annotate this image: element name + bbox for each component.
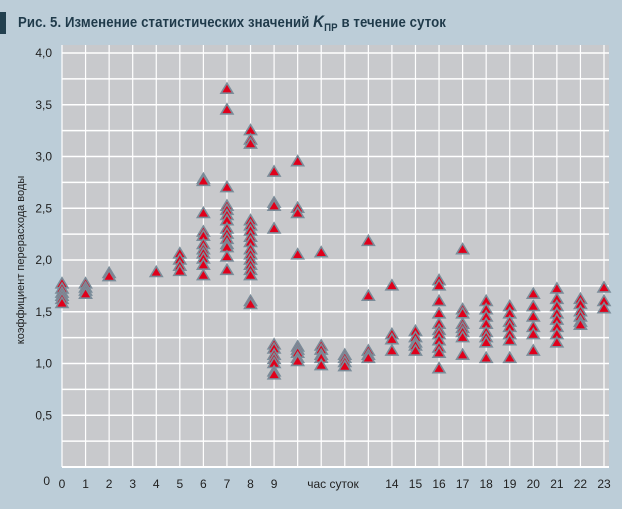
x-tick-label: 1 xyxy=(82,477,89,491)
data-point xyxy=(266,164,282,177)
y-tick-label: 0 xyxy=(43,474,50,488)
data-point xyxy=(243,296,258,310)
data-point xyxy=(337,359,353,372)
data-point xyxy=(478,335,494,348)
data-point xyxy=(290,154,306,167)
x-tick-label: 3 xyxy=(129,477,136,491)
data-point xyxy=(525,326,541,340)
data-point xyxy=(219,81,235,95)
title-accent-bar xyxy=(0,12,6,34)
x-tick-label: 14 xyxy=(385,477,399,491)
x-axis-label: час суток xyxy=(307,477,359,491)
data-point xyxy=(290,247,306,260)
y-tick-label: 4,0 xyxy=(35,46,52,60)
y-tick-label: 2,0 xyxy=(35,253,52,267)
data-point xyxy=(195,205,211,219)
title-suffix: в течение суток xyxy=(337,14,446,31)
data-point xyxy=(360,233,376,247)
data-point xyxy=(384,343,400,356)
data-point xyxy=(54,295,70,309)
data-point xyxy=(101,269,117,282)
data-point xyxy=(195,267,211,281)
data-point xyxy=(172,263,188,277)
x-tick-label: 22 xyxy=(574,477,588,491)
y-tick-label: 1,5 xyxy=(35,305,52,319)
data-point xyxy=(549,335,565,348)
data-point xyxy=(478,350,494,364)
x-tick-label: 6 xyxy=(200,477,207,491)
data-point xyxy=(219,179,235,193)
x-tick-label: 18 xyxy=(479,477,493,491)
data-point xyxy=(431,293,447,307)
x-tick-label: 23 xyxy=(597,477,611,491)
title-symbol: K xyxy=(313,12,325,31)
title-subscript: ПР xyxy=(324,22,338,34)
data-point xyxy=(384,278,400,291)
title-prefix: Рис. 5. Изменение статистических значени… xyxy=(18,14,314,31)
data-point xyxy=(313,245,329,258)
y-axis-label: коэффициент перерасхода воды xyxy=(15,176,27,345)
data-point xyxy=(408,343,423,356)
data-point xyxy=(243,136,258,149)
x-tick-label: 16 xyxy=(432,477,446,491)
x-tick-label: 7 xyxy=(224,477,231,491)
data-point xyxy=(360,288,376,302)
y-tick-label: 0,5 xyxy=(35,408,52,422)
data-point xyxy=(148,264,164,278)
data-point xyxy=(431,278,447,291)
data-point xyxy=(266,367,282,380)
x-tick-label: 19 xyxy=(503,477,517,491)
x-tick-label: 4 xyxy=(153,477,160,491)
data-point xyxy=(525,286,541,299)
data-point xyxy=(596,280,612,293)
y-tick-label: 2,5 xyxy=(35,201,52,215)
data-point xyxy=(266,221,282,234)
data-point xyxy=(431,361,447,374)
data-point xyxy=(525,343,541,356)
data-point xyxy=(219,249,235,262)
data-point xyxy=(431,345,447,358)
x-tick-label: 21 xyxy=(550,477,564,491)
x-tick-label: 17 xyxy=(456,477,470,491)
data-point xyxy=(78,286,93,299)
plot-area xyxy=(62,45,609,467)
data-point xyxy=(502,333,518,346)
x-tick-label: 15 xyxy=(409,477,423,491)
data-point xyxy=(290,205,306,219)
x-tick-label: 0 xyxy=(59,477,66,491)
data-point xyxy=(455,330,471,343)
y-tick-label: 1,0 xyxy=(35,357,52,371)
x-tick-label: 8 xyxy=(247,477,254,491)
y-tick-label: 3,0 xyxy=(35,150,52,164)
data-point xyxy=(219,262,235,276)
x-tick-label: 5 xyxy=(176,477,183,491)
x-tick-label: 20 xyxy=(527,477,541,491)
data-point xyxy=(219,102,235,115)
data-point xyxy=(290,353,306,367)
data-point xyxy=(195,173,211,187)
data-point xyxy=(266,198,282,211)
data-point xyxy=(455,347,471,361)
data-point xyxy=(313,358,329,371)
chart-title: Рис. 5. Изменение статистических значени… xyxy=(18,12,446,34)
data-point xyxy=(596,301,612,314)
data-point xyxy=(502,350,518,364)
data-point xyxy=(243,267,258,281)
data-point xyxy=(455,242,471,255)
data-point xyxy=(360,350,376,364)
x-tick-label: 9 xyxy=(271,477,278,491)
x-tick-label: 2 xyxy=(106,477,113,491)
y-tick-label: 3,5 xyxy=(35,98,52,112)
data-point xyxy=(573,317,588,331)
